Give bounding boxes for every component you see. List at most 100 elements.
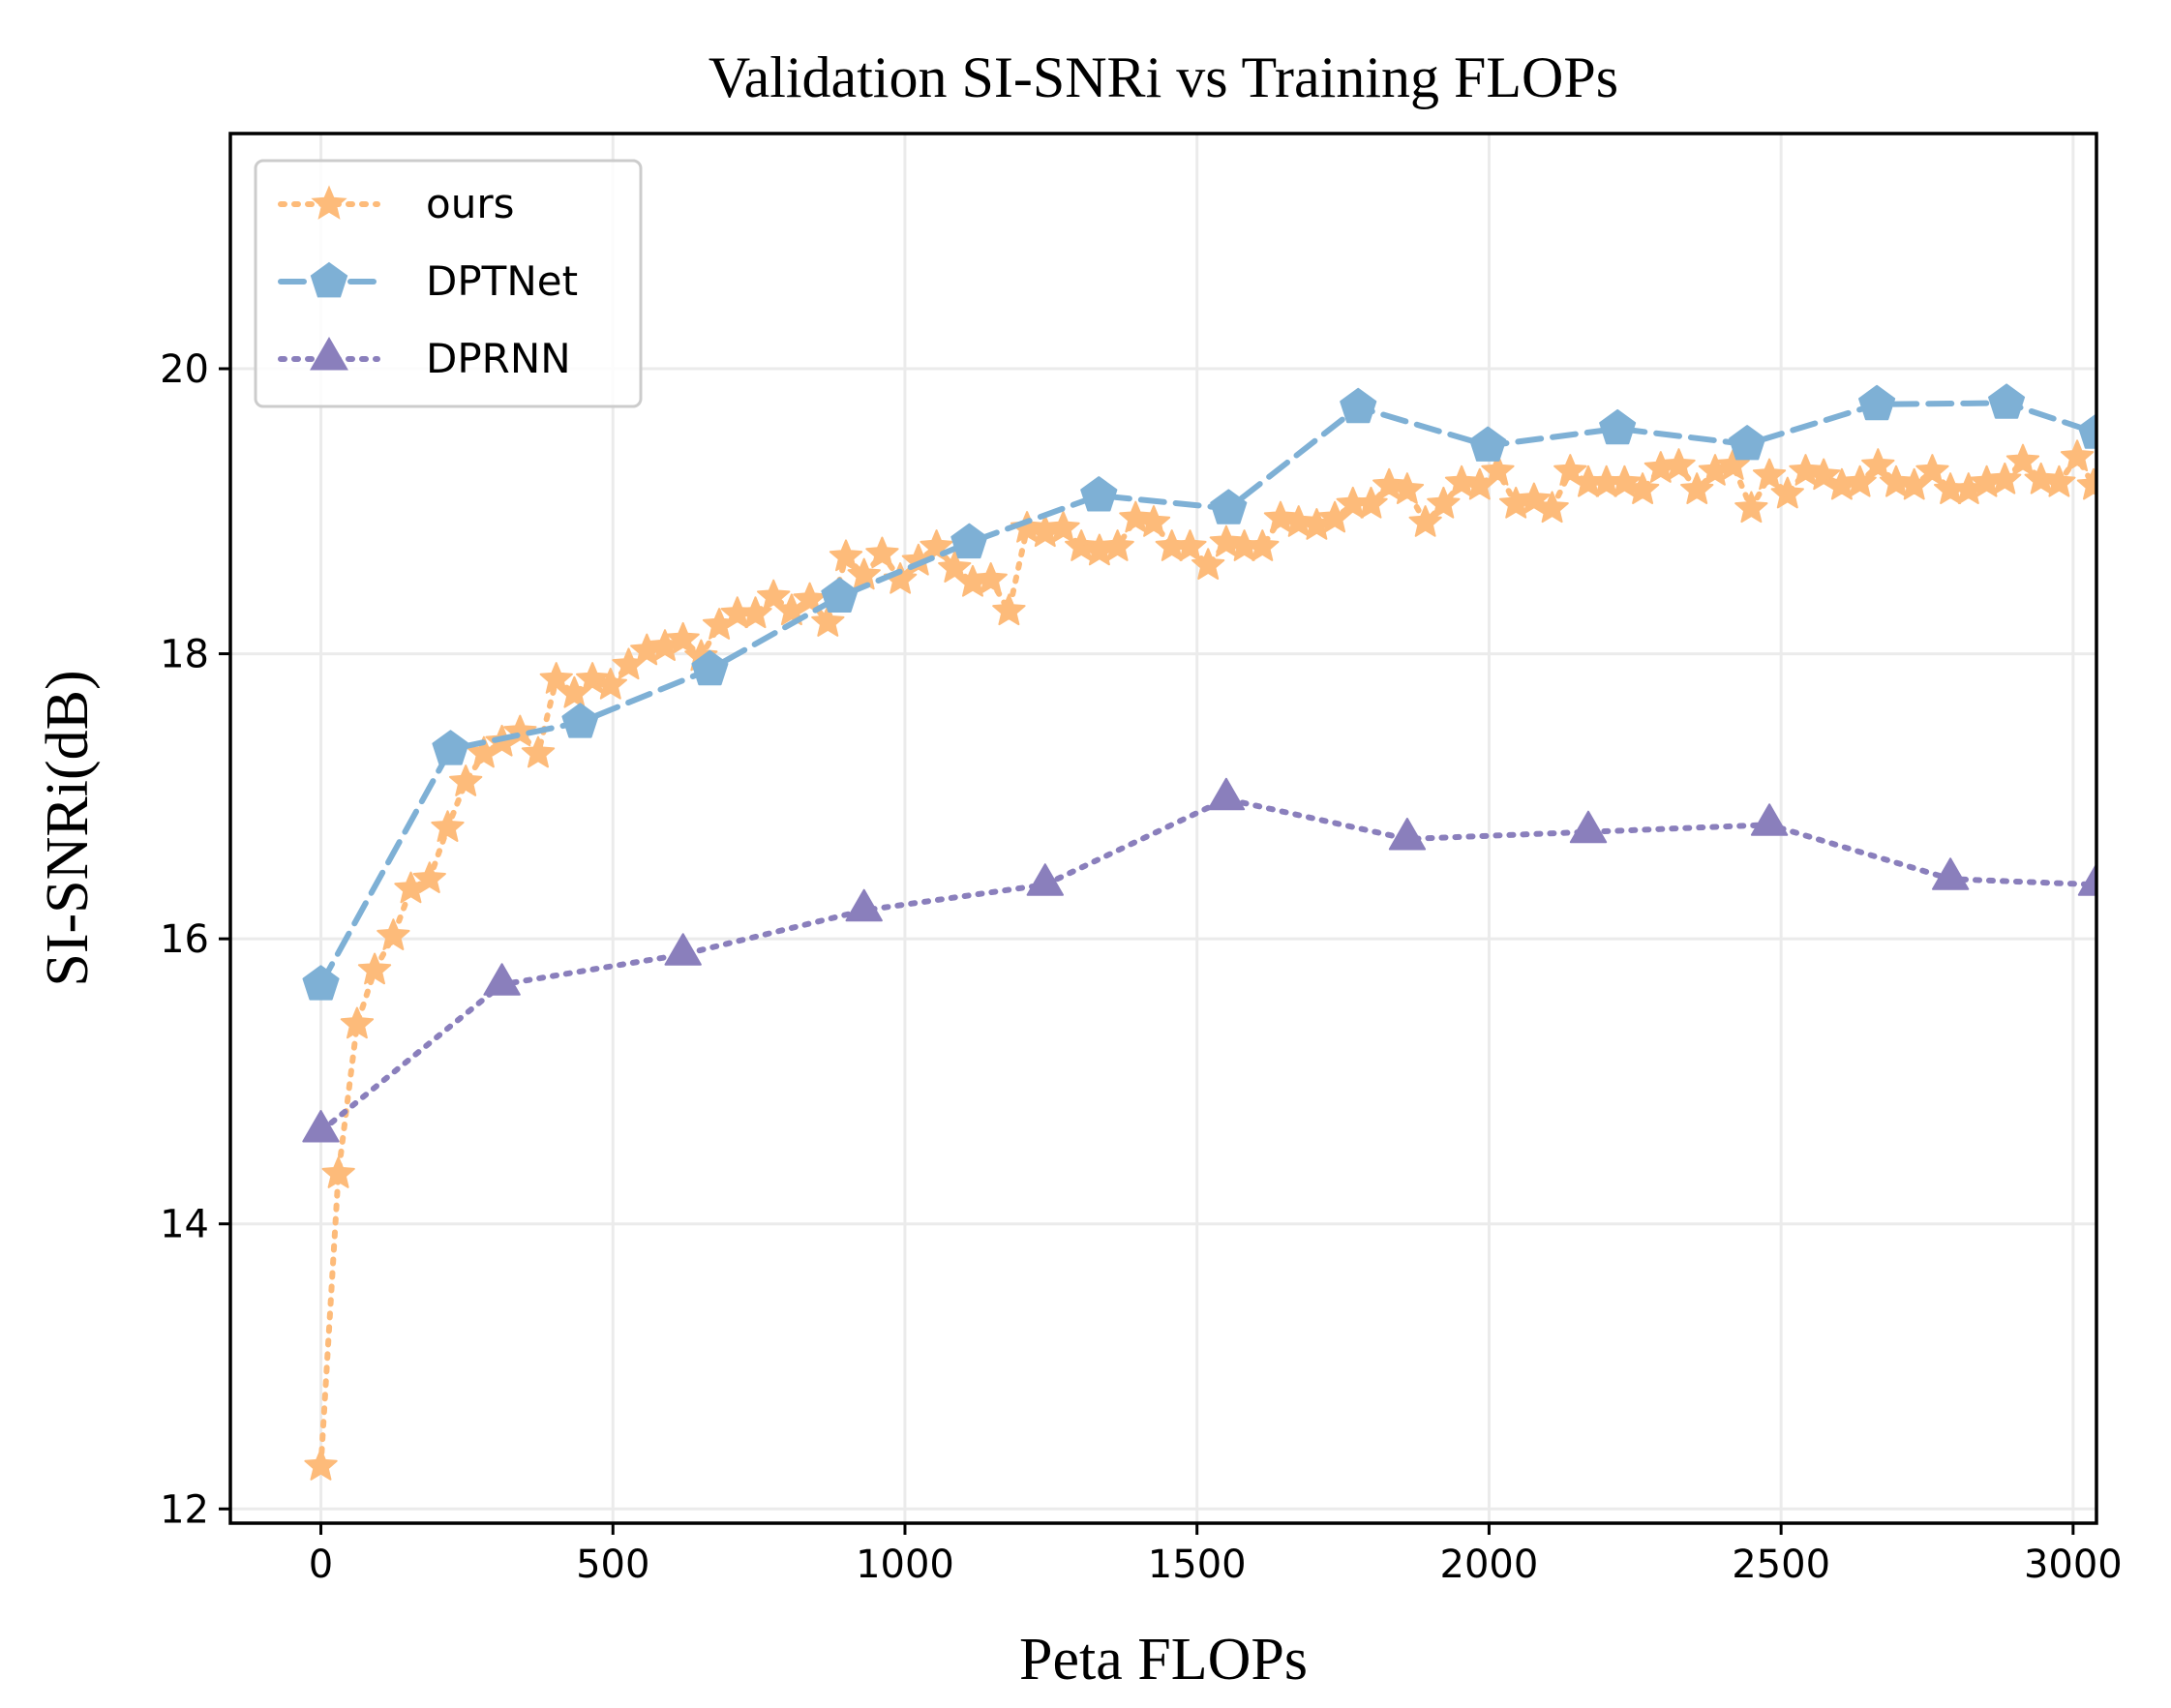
series-line (317, 795, 2096, 1134)
series-line (317, 454, 2096, 1470)
data-point (691, 649, 729, 686)
data-point (821, 577, 859, 613)
data-point (1752, 458, 1787, 491)
legend-frame (254, 159, 643, 408)
data-point (1861, 448, 1895, 480)
legend-marker (310, 337, 348, 371)
data-point (2005, 443, 2040, 476)
data-point (992, 593, 1026, 626)
data-point (302, 1110, 340, 1143)
data-point (757, 579, 791, 612)
data-point (845, 888, 883, 922)
legend-item-ours: ours (278, 180, 514, 227)
data-point (1026, 863, 1064, 896)
data-point (1427, 486, 1461, 519)
data-point (847, 557, 881, 590)
y-axis-label: SI-SNRi(dB) (35, 670, 101, 986)
data-point (1444, 464, 1479, 497)
data-point (1750, 803, 1789, 836)
data-point (1136, 505, 1171, 537)
data-point (1080, 476, 1118, 512)
data-point (1046, 511, 1080, 543)
data-point (829, 539, 863, 572)
plot-frame (228, 132, 2098, 1525)
data-point (377, 918, 410, 950)
data-point (1173, 529, 1207, 561)
series-dprnn (302, 777, 2096, 1143)
data-point (938, 551, 972, 583)
data-point (1191, 548, 1225, 580)
data-point (1599, 408, 1637, 445)
data-point (2076, 467, 2096, 500)
data-point (1281, 505, 1315, 537)
data-point (1263, 500, 1298, 533)
legend-label: ours (426, 180, 514, 227)
data-point (357, 952, 392, 985)
data-point (793, 582, 827, 614)
data-point (1354, 486, 1388, 519)
data-point (593, 668, 627, 700)
chart-title: Validation SI-SNRi vs Training FLOPs (709, 45, 1618, 109)
legend-label: DPTNet (426, 257, 578, 305)
data-point (1408, 505, 1442, 537)
data-point (449, 764, 483, 796)
x-tick-label: 2000 (1440, 1543, 1539, 1587)
data-point (666, 621, 700, 654)
data-point (1662, 448, 1696, 480)
y-tick-label: 14 (160, 1203, 209, 1247)
data-point (950, 523, 988, 559)
data-point (974, 562, 1008, 594)
series-layer (302, 383, 2096, 1481)
y-tick-label: 18 (160, 633, 209, 677)
data-point (664, 933, 702, 966)
data-point (1988, 462, 2022, 494)
data-point (1716, 448, 1750, 480)
data-point (1535, 491, 1569, 524)
data-point (1210, 489, 1248, 524)
series-line (317, 400, 2096, 988)
data-point (2042, 464, 2076, 497)
data-point (1988, 383, 2026, 419)
axis-ticks: 0 500 1000 1500 2000 2500 3000 12 14 16 18 20 (160, 347, 2123, 1587)
y-tick-label: 12 (160, 1487, 209, 1532)
data-point (1207, 777, 1246, 811)
data-point (1209, 524, 1243, 557)
x-tick-label: 1000 (856, 1543, 954, 1587)
data-point (1680, 472, 1714, 504)
data-point (1789, 454, 1823, 486)
legend-marker (310, 261, 348, 298)
data-point (521, 735, 556, 768)
data-point (1858, 384, 1896, 421)
data-point (2077, 863, 2096, 896)
data-point (1119, 500, 1153, 533)
data-point (321, 1156, 355, 1188)
data-point (1372, 467, 1406, 500)
y-tick-label: 20 (160, 347, 209, 392)
data-point (539, 662, 573, 694)
data-point (483, 963, 521, 996)
data-point (2024, 462, 2058, 494)
data-point (1729, 425, 1766, 461)
data-point (1065, 529, 1099, 561)
data-point (412, 861, 446, 893)
x-tick-label: 1500 (1148, 1543, 1247, 1587)
data-point (1932, 857, 1970, 890)
x-tick-label: 500 (576, 1543, 649, 1587)
data-point (304, 1449, 338, 1481)
series-dptnet (302, 383, 2096, 1001)
data-point (1770, 476, 1804, 509)
data-point (1626, 472, 1660, 504)
legend-item-dprnn: DPRNN (278, 335, 571, 382)
data-point (1246, 529, 1280, 561)
data-point (1481, 454, 1515, 486)
data-point (2060, 439, 2095, 472)
x-tick-label: 0 (309, 1543, 333, 1587)
data-point (431, 810, 465, 842)
data-point (865, 536, 899, 569)
data-point (1101, 529, 1134, 561)
legend-label: DPRNN (426, 335, 571, 382)
data-point (1469, 426, 1507, 462)
data-point (302, 965, 340, 1001)
data-point (1388, 818, 1427, 851)
